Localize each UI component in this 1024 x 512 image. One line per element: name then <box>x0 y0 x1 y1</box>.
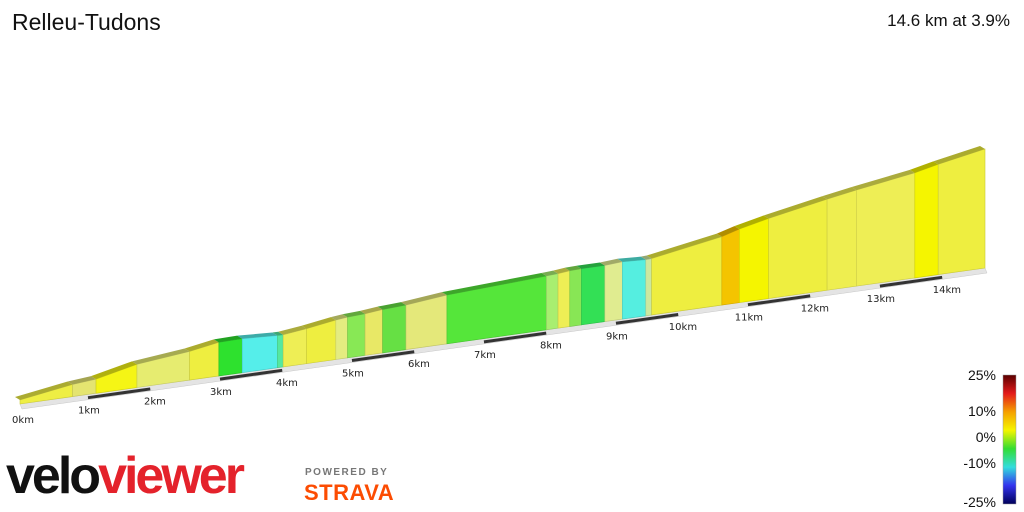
profile-segment-top <box>213 335 243 343</box>
elevation-profile-chart: 0km 1km 2km 3km 4km 5km 6km 7km 8km 9km 10km 11km 12… <box>12 145 988 426</box>
profile-segment-top <box>576 262 605 269</box>
page-title: Relleu-Tudons <box>12 9 161 35</box>
profile-segment-top <box>640 255 652 260</box>
profile-segments <box>15 145 986 405</box>
profile-segment-top <box>342 310 366 318</box>
km-label: 8km <box>540 341 562 352</box>
km-label: 14km <box>933 285 961 296</box>
profile-segment-top <box>91 361 137 380</box>
legend-label-max: 25% <box>968 367 996 383</box>
legend-label-min: -25% <box>963 494 996 510</box>
gradient-legend-bar <box>1002 374 1017 505</box>
profile-segment-top <box>734 215 769 230</box>
logo-viewer: viewer <box>98 447 245 505</box>
climb-summary: 14.6 km at 3.9% <box>887 11 1010 30</box>
km-label: 13km <box>867 294 895 305</box>
strava-logo: STRAVA <box>304 480 395 505</box>
km-bar <box>219 368 283 381</box>
legend-label-10: 10% <box>968 403 996 419</box>
profile-segment-top <box>377 302 406 310</box>
profile-segment-top <box>441 273 547 296</box>
profile-segment-top <box>851 169 915 191</box>
km-label: 11km <box>735 313 763 324</box>
profile-segment-top <box>272 331 284 336</box>
profile-segment-top <box>184 339 219 352</box>
km-bar <box>483 331 547 344</box>
veloviewer-logo: veloviewer <box>6 447 245 505</box>
km-bar <box>879 275 943 288</box>
powered-by-text: POWERED BY <box>305 467 389 478</box>
km-marks <box>87 275 943 400</box>
legend-label-0: 0% <box>976 429 996 445</box>
profile-segment-top <box>278 325 307 335</box>
profile-segment-top <box>541 270 559 277</box>
profile-segment-top <box>617 256 646 262</box>
profile-segment-top <box>599 258 623 266</box>
profile-segment-top <box>237 332 278 339</box>
km-label: 3km <box>210 387 232 398</box>
km-bar <box>351 350 415 362</box>
profile-segment-top <box>763 196 828 219</box>
km-labels: 0km 1km 2km 3km 4km 5km 6km 7km 8km 9km 10km 11km 12… <box>12 285 961 426</box>
profile-segment-top <box>301 317 336 329</box>
km-bar <box>615 313 679 325</box>
logo-velo: velo <box>6 447 101 505</box>
km-label: 10km <box>669 322 697 333</box>
profile-segment-top <box>933 145 985 165</box>
km-label: 2km <box>144 396 166 407</box>
profile-segment-top <box>131 348 190 365</box>
profile-segment-top <box>716 226 740 237</box>
legend-label-neg10: -10% <box>963 455 996 471</box>
profile-segment-top <box>15 381 73 400</box>
profile-segment-top <box>553 267 570 274</box>
km-label: 12km <box>801 303 829 314</box>
km-bar <box>747 294 811 307</box>
km-bar <box>87 387 151 400</box>
km-label: 4km <box>276 378 298 389</box>
profile-segment-top <box>564 265 582 271</box>
profile-segment-top <box>401 292 447 306</box>
profile-segment-top <box>330 314 348 321</box>
profile-segment-top <box>646 233 722 259</box>
km-label: 7km <box>474 350 496 361</box>
profile-segment-top <box>909 161 939 173</box>
km-label: 6km <box>408 359 430 370</box>
km-label: 9km <box>606 331 628 342</box>
km-label: 5km <box>342 368 364 379</box>
profile-segment-top <box>360 306 383 314</box>
profile-segment-top <box>822 187 857 200</box>
profile-segment-top <box>67 376 97 385</box>
km-label: 0km <box>12 415 34 426</box>
km-label: 1km <box>78 406 100 417</box>
